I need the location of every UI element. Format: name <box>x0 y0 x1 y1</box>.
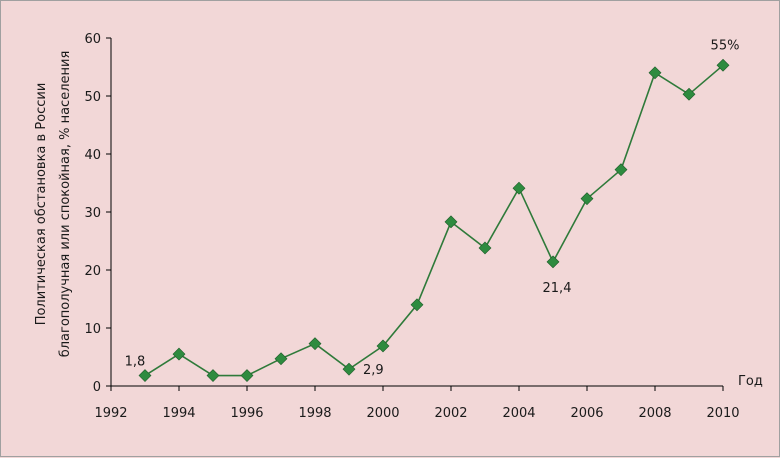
y-tick-label: 0 <box>93 380 101 395</box>
data-label: 55% <box>711 38 740 53</box>
markers-layer <box>138 58 730 382</box>
data-point-marker <box>308 337 322 351</box>
data-point-marker <box>648 66 662 80</box>
data-point-marker <box>206 369 220 382</box>
data-point-marker <box>444 215 458 229</box>
x-tick-label: 2002 <box>434 406 467 421</box>
data-label: 2,9 <box>363 363 384 378</box>
ticks: 0 10 20 30 40 50 60 1992 1994 1996 1998 2000 2002 200… <box>84 32 739 421</box>
data-point-marker <box>274 352 288 366</box>
x-tick-label: 2008 <box>638 406 671 421</box>
x-tick-label: 2010 <box>706 406 739 421</box>
data-point-marker <box>376 339 390 353</box>
data-point-marker <box>138 369 152 382</box>
data-point-marker <box>716 58 730 72</box>
data-point-marker <box>614 163 628 177</box>
x-tick-label: 2000 <box>366 406 399 421</box>
annotations-layer: 1,8 2,9 21,4 55% <box>125 38 740 378</box>
y-tick-label: 50 <box>84 90 101 105</box>
data-point-marker <box>682 87 696 101</box>
y-tick-label: 20 <box>84 264 101 279</box>
y-axis-label-line-2: благополучная или спокойная, % населения <box>58 51 73 358</box>
data-point-marker <box>172 347 186 361</box>
data-label: 1,8 <box>125 355 146 370</box>
axes <box>110 38 723 387</box>
data-point-marker <box>478 241 492 255</box>
series-line <box>144 64 724 377</box>
y-tick-label: 60 <box>84 32 101 47</box>
series-line-layer <box>144 64 724 377</box>
x-tick-label: 1994 <box>162 406 195 421</box>
x-tick-label: 1992 <box>94 406 127 421</box>
data-point-marker <box>240 369 254 382</box>
x-tick-label: 2006 <box>570 406 603 421</box>
x-tick-label: 1996 <box>230 406 263 421</box>
y-tick-label: 10 <box>84 322 101 337</box>
data-label: 21,4 <box>543 281 572 296</box>
data-point-marker <box>512 181 526 195</box>
data-point-marker <box>410 298 424 312</box>
y-axis-label-line-1: Политическая обстановка в России <box>34 83 49 326</box>
x-tick-label: 1998 <box>298 406 331 421</box>
data-point-marker <box>342 362 356 376</box>
x-tick-label: 2004 <box>502 406 535 421</box>
y-tick-label: 30 <box>84 206 101 221</box>
data-point-marker <box>546 255 560 269</box>
y-tick-label: 40 <box>84 148 101 163</box>
data-point-marker <box>580 192 594 206</box>
x-axis-label: Год <box>738 374 763 389</box>
